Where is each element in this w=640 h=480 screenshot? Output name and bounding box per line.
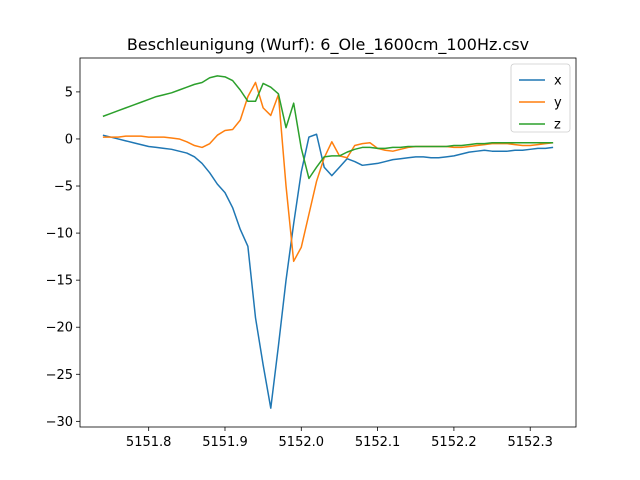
y-tick-label: −20 — [46, 321, 73, 336]
x-tick-label: 5151.8 — [126, 435, 172, 450]
legend-label-z: z — [554, 118, 561, 133]
y-tick-label: −5 — [54, 180, 73, 195]
x-tick-label: 5152.0 — [279, 435, 325, 450]
plot-frame — [79, 57, 577, 428]
y-tick-label: −10 — [46, 227, 73, 242]
legend: xyz — [510, 63, 571, 133]
series-layer — [102, 75, 554, 409]
y-tick-label: −25 — [46, 368, 73, 383]
series-line-x — [102, 133, 554, 409]
y-tick-label: −30 — [46, 415, 73, 430]
series-line-y — [102, 81, 554, 263]
y-tick-label: 0 — [65, 132, 73, 147]
legend-box — [510, 63, 571, 133]
x-tick-label: 5152.2 — [431, 435, 477, 450]
x-tick-label: 5151.9 — [202, 435, 248, 450]
axes-layer: 5151.8 5151.9 5152.0 5152.1 5152.2 5152.3 5 0 −5… — [46, 57, 577, 450]
x-tick-label: 5152.1 — [355, 435, 401, 450]
legend-label-x: x — [554, 74, 562, 89]
x-tick-label: 5152.3 — [507, 435, 553, 450]
y-tick-label: −15 — [46, 274, 73, 289]
y-tick-label: 5 — [65, 85, 73, 100]
series-line-z — [102, 75, 554, 180]
chart-title: Beschleunigung (Wurf): 6_Ole_1600cm_100H… — [127, 35, 529, 55]
legend-label-y: y — [554, 96, 562, 111]
